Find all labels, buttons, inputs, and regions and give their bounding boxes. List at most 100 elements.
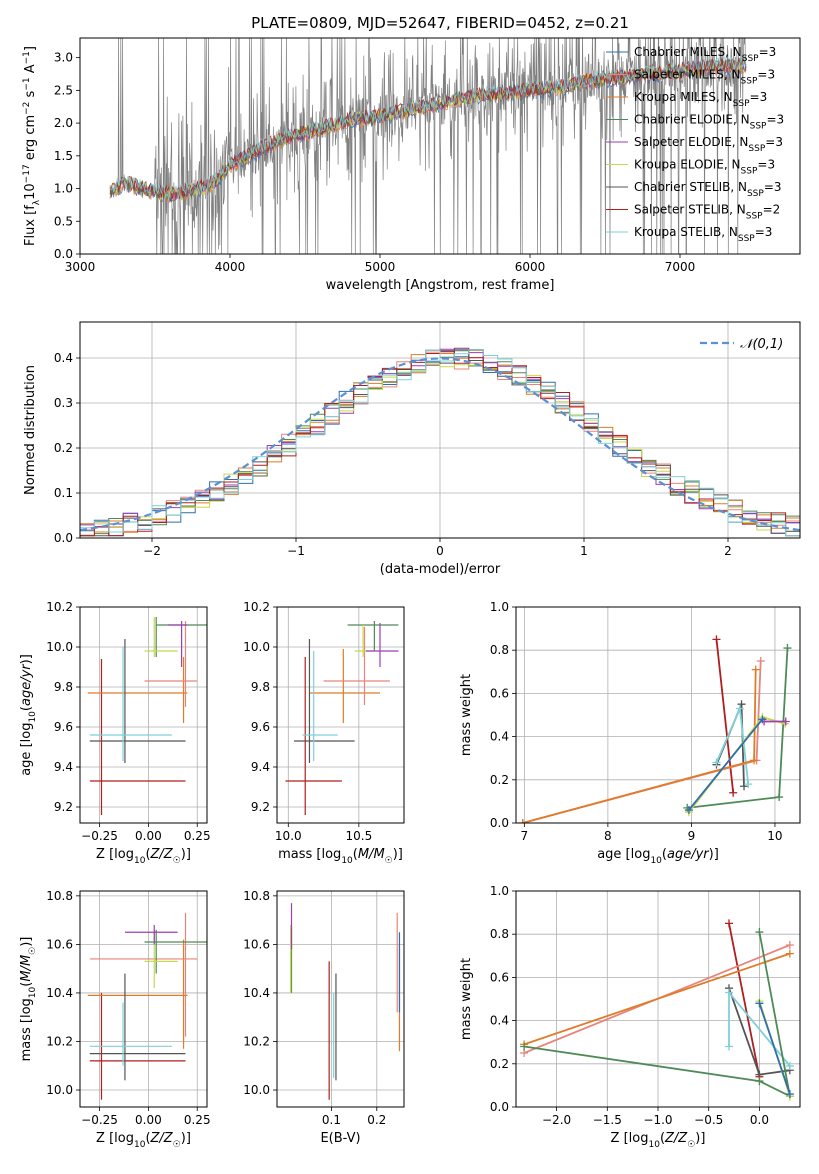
x-tick-label: −0.5 — [694, 1113, 723, 1127]
y-tick-label: 9.8 — [54, 680, 73, 694]
weight-marker — [785, 941, 794, 949]
x-axis-label: mass [log10(M/M☉)] — [278, 847, 403, 866]
y-tick-label: 10.0 — [46, 1083, 73, 1097]
y-tick-label: 10.2 — [243, 600, 270, 614]
x-tick-label: −0.25 — [81, 1113, 118, 1127]
y-tick-label: 10.4 — [46, 986, 73, 1000]
y-tick-label: 0.0 — [490, 816, 509, 830]
x-tick-label: 0 — [436, 544, 444, 558]
weight-marker — [744, 780, 753, 789]
y-tick-label: 9.2 — [54, 800, 73, 814]
y-tick-label: 0.2 — [490, 773, 509, 787]
histogram-kroupa-stelib — [80, 349, 800, 537]
weight-line-salpeter-stelib — [728, 923, 761, 1077]
z-age-points — [87, 617, 207, 815]
y-tick-label: 0.2 — [490, 1057, 509, 1071]
legend-entry: Chabrier MILES, NSSP=3 — [634, 45, 776, 64]
ebv-mass-panel: 0.1 0.2 10.0 10.2 10.4 10.6 10.8 E(B-V) — [243, 889, 405, 1146]
y-tick-label: 9.4 — [251, 760, 270, 774]
y-axis-label: age [log10(age/yr)] — [19, 654, 38, 776]
spectrum-panel: 3000 4000 5000 6000 7000 0.0 0.5 1.0 1.5 2.0 2.5 3.… — [22, 37, 801, 293]
weight-marker — [785, 1061, 794, 1070]
y-tick-label: 0.3 — [54, 396, 73, 410]
weight-line-chabrier-miles — [758, 1003, 791, 1095]
y-tick-label: 0.0 — [54, 531, 73, 545]
histogram-group — [80, 347, 800, 537]
x-tick-label: −1.5 — [593, 1113, 622, 1127]
ebv-mass-points — [290, 903, 401, 1100]
y-axis-label: Flux [fλ10−17 erg cm−2 s−1 A−1] — [22, 46, 42, 246]
x-tick-label: −2.0 — [542, 1113, 571, 1127]
age-weight-panel: 7 8 9 10 0.0 0.2 0.4 0.6 0.8 1.0 age [log10(age/yr… — [459, 600, 801, 866]
y-tick-label: 0.4 — [490, 730, 509, 744]
legend-entry: Chabrier STELIB, NSSP=3 — [634, 180, 782, 199]
x-tick-label: −2 — [143, 544, 161, 558]
y-tick-label: 1.5 — [54, 149, 73, 163]
x-tick-label: 10.0 — [275, 829, 302, 843]
y-tick-label: 0.8 — [490, 927, 509, 941]
weight-marker — [518, 819, 527, 823]
y-tick-label: 2.5 — [54, 83, 73, 97]
weight-marker — [751, 665, 760, 674]
legend-entry: Salpeter STELIB, NSSP=2 — [634, 203, 780, 222]
z-mass-panel: −0.25 0.00 0.25 10.0 10.2 10.4 10.6 10.8 Z [log1… — [19, 889, 211, 1150]
weight-marker — [725, 919, 733, 928]
plot-frame — [79, 37, 801, 255]
y-axis-label: mass weight — [459, 958, 474, 1040]
plot-frame — [276, 890, 405, 1108]
y-tick-label: 9.6 — [54, 720, 73, 734]
x-tick-label: 6000 — [515, 260, 546, 274]
spectrum-series-group — [109, 38, 747, 254]
mass-age-points — [285, 621, 399, 815]
z-mass-points — [87, 912, 207, 1100]
y-tick-label: 1.0 — [490, 884, 509, 898]
weight-marker — [712, 758, 721, 767]
residuals-panel: −2 −1 0 1 2 0.0 0.1 0.2 0.3 0.4 𝒩(0,1) (data-model)… — [23, 321, 801, 577]
y-tick-label: 1.0 — [490, 600, 509, 614]
y-tick-label: 9.8 — [251, 680, 270, 694]
y-tick-label: 0.5 — [54, 214, 73, 228]
legend-entry: Kroupa STELIB, NSSP=3 — [634, 225, 772, 244]
y-tick-label: 10.0 — [46, 640, 73, 654]
x-tick-label: 8 — [604, 829, 612, 843]
weight-marker — [755, 999, 764, 1008]
y-tick-label: 0.4 — [490, 1014, 509, 1028]
weight-marker — [735, 704, 744, 713]
weight-marker — [783, 644, 792, 653]
y-tick-label: 10.8 — [46, 889, 73, 903]
z-weight-series — [520, 919, 794, 1101]
y-axis-label: mass weight — [459, 674, 474, 756]
weight-marker — [725, 988, 733, 997]
x-tick-label: 0.00 — [135, 1113, 162, 1127]
y-tick-label: 3.0 — [54, 51, 73, 65]
x-axis-label: (data-model)/error — [380, 562, 501, 577]
x-tick-label: −1 — [287, 544, 305, 558]
y-tick-label: 10.2 — [46, 1034, 73, 1048]
y-tick-label: 9.6 — [251, 720, 270, 734]
y-tick-label: 9.2 — [251, 800, 270, 814]
plot-frame — [276, 606, 405, 824]
weight-marker — [750, 756, 759, 765]
x-tick-label: 9 — [688, 829, 696, 843]
y-tick-label: 0.1 — [54, 486, 73, 500]
y-tick-label: 0.0 — [54, 247, 73, 261]
x-tick-label: 2 — [724, 544, 732, 558]
y-tick-label: 2.0 — [54, 116, 73, 130]
weight-marker — [758, 715, 767, 724]
x-tick-label: 10.5 — [345, 829, 372, 843]
legend-entry: 𝒩(0,1) — [740, 337, 783, 352]
z-weight-panel: −2.0 −1.5 −1.0 −0.5 0.0 0.0 0.2 0.4 0.6 0.8 1.0 Z [… — [459, 884, 801, 1150]
x-axis-label: Z [log10(Z/Z☉)] — [96, 1131, 191, 1150]
model-line-kroupa-stelib — [109, 55, 747, 200]
legend-entry: Chabrier ELODIE, NSSP=3 — [634, 113, 784, 132]
x-tick-label: 0.2 — [367, 1113, 386, 1127]
y-tick-label: 0.8 — [490, 643, 509, 657]
y-tick-label: 10.8 — [243, 889, 270, 903]
x-tick-label: 0.1 — [322, 1113, 341, 1127]
x-axis-label: E(B-V) — [320, 1131, 360, 1146]
weight-line-kroupa-miles — [523, 952, 791, 1046]
weight-marker — [756, 657, 765, 665]
y-tick-label: 10.2 — [46, 600, 73, 614]
y-tick-label: 0.4 — [54, 351, 73, 365]
